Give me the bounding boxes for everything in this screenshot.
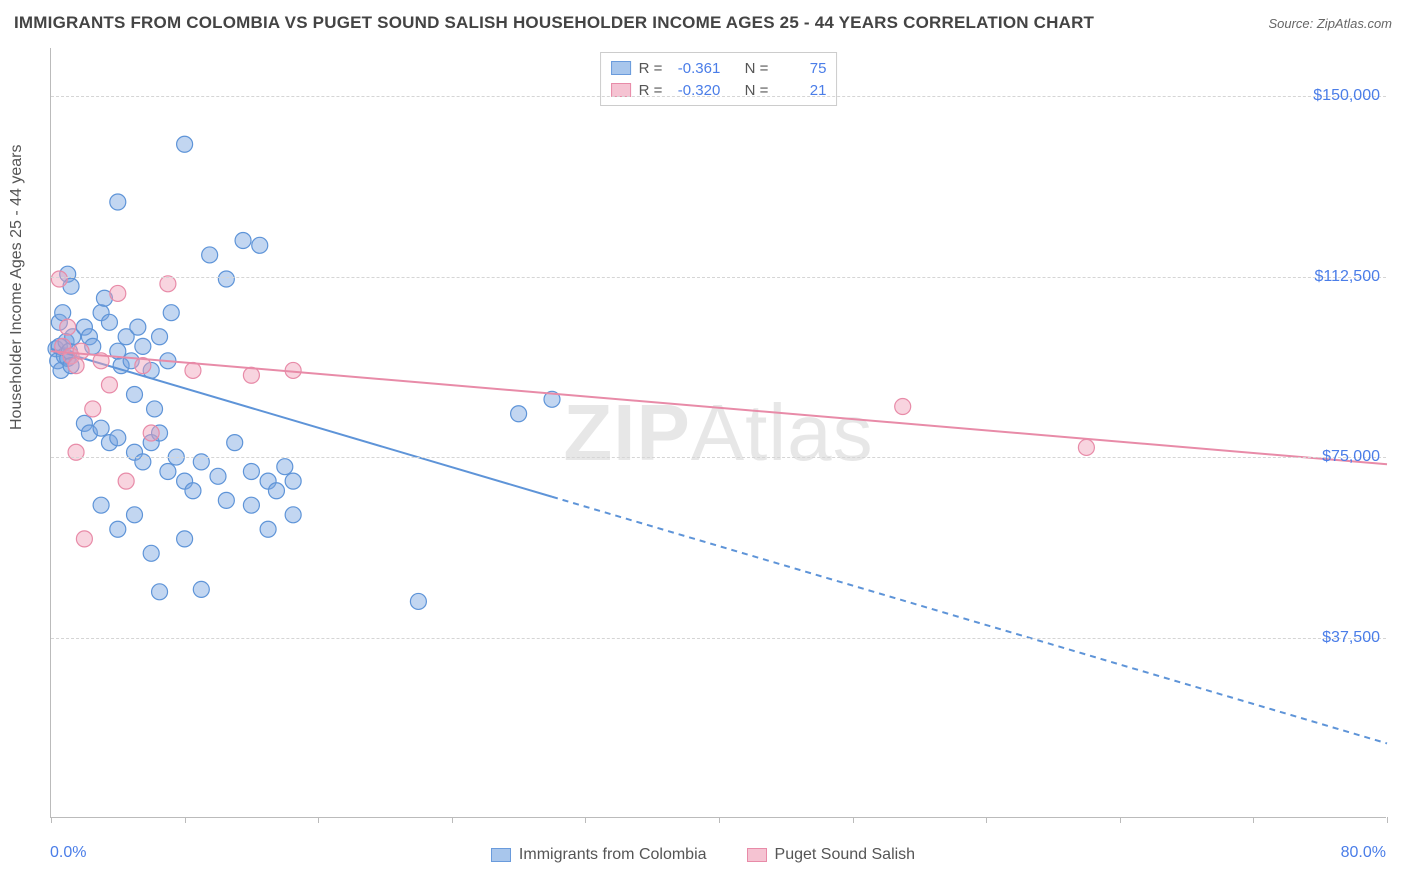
legend-swatch — [491, 848, 511, 862]
legend-series: Immigrants from Colombia Puget Sound Sali… — [0, 846, 1406, 864]
data-point — [177, 531, 193, 547]
x-tick — [1387, 817, 1388, 823]
data-point — [285, 507, 301, 523]
data-point — [185, 362, 201, 378]
x-tick — [853, 817, 854, 823]
data-point — [243, 464, 259, 480]
y-tick-label: $150,000 — [1313, 87, 1380, 105]
data-point — [101, 377, 117, 393]
y-axis-label: Householder Income Ages 25 - 44 years — [8, 145, 26, 431]
data-point — [210, 468, 226, 484]
x-tick — [585, 817, 586, 823]
data-point — [160, 276, 176, 292]
data-point — [127, 387, 143, 403]
data-point — [76, 531, 92, 547]
data-point — [152, 584, 168, 600]
data-point — [202, 247, 218, 263]
data-point — [177, 136, 193, 152]
data-point — [218, 492, 234, 508]
data-point — [130, 319, 146, 335]
data-point — [118, 473, 134, 489]
x-tick — [318, 817, 319, 823]
data-point — [55, 305, 71, 321]
data-point — [235, 233, 251, 249]
x-tick — [719, 817, 720, 823]
legend-label: Immigrants from Colombia — [519, 846, 707, 864]
legend-item: Puget Sound Salish — [747, 846, 916, 864]
legend-label: Puget Sound Salish — [775, 846, 916, 864]
data-point — [101, 314, 117, 330]
data-point — [193, 581, 209, 597]
data-point — [185, 483, 201, 499]
trend-line-dashed — [552, 497, 1387, 744]
gridline-h — [51, 277, 1386, 278]
data-point — [163, 305, 179, 321]
data-point — [260, 521, 276, 537]
data-point — [127, 507, 143, 523]
x-tick — [1120, 817, 1121, 823]
legend-item: Immigrants from Colombia — [491, 846, 707, 864]
data-point — [110, 430, 126, 446]
data-point — [143, 545, 159, 561]
data-point — [93, 497, 109, 513]
chart-svg — [51, 48, 1386, 817]
gridline-h — [51, 457, 1386, 458]
data-point — [60, 319, 76, 335]
data-point — [110, 285, 126, 301]
data-point — [1078, 439, 1094, 455]
data-point — [252, 237, 268, 253]
data-point — [135, 338, 151, 354]
y-tick-label: $37,500 — [1322, 629, 1380, 647]
data-point — [147, 401, 163, 417]
gridline-h — [51, 96, 1386, 97]
x-tick — [986, 817, 987, 823]
x-tick — [51, 817, 52, 823]
data-point — [268, 483, 284, 499]
chart-title: IMMIGRANTS FROM COLOMBIA VS PUGET SOUND … — [14, 13, 1094, 33]
data-point — [160, 464, 176, 480]
y-tick-label: $75,000 — [1322, 448, 1380, 466]
data-point — [511, 406, 527, 422]
data-point — [152, 329, 168, 345]
data-point — [68, 358, 84, 374]
data-point — [243, 497, 259, 513]
title-bar: IMMIGRANTS FROM COLOMBIA VS PUGET SOUND … — [14, 8, 1392, 38]
legend-swatch — [747, 848, 767, 862]
data-point — [895, 399, 911, 415]
data-point — [110, 521, 126, 537]
data-point — [277, 459, 293, 475]
data-point — [410, 593, 426, 609]
x-tick — [185, 817, 186, 823]
y-tick-label: $112,500 — [1314, 268, 1380, 286]
plot-area: ZIPAtlas R =-0.361 N =75R =-0.320 N =21 … — [50, 48, 1386, 818]
data-point — [227, 435, 243, 451]
data-point — [73, 343, 89, 359]
data-point — [143, 425, 159, 441]
x-tick — [452, 817, 453, 823]
data-point — [85, 401, 101, 417]
x-tick — [1253, 817, 1254, 823]
data-point — [285, 473, 301, 489]
data-point — [110, 194, 126, 210]
data-point — [218, 271, 234, 287]
source-label: Source: ZipAtlas.com — [1268, 16, 1392, 31]
data-point — [51, 271, 67, 287]
gridline-h — [51, 638, 1386, 639]
data-point — [243, 367, 259, 383]
data-point — [93, 420, 109, 436]
